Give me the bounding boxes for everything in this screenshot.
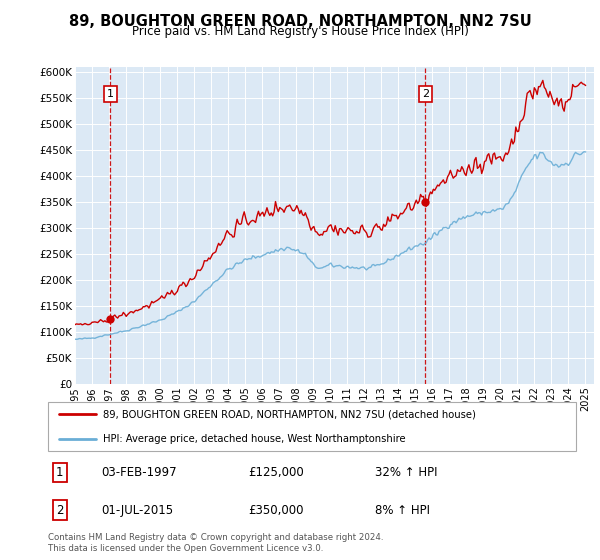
- Text: 8% ↑ HPI: 8% ↑ HPI: [376, 504, 430, 517]
- FancyBboxPatch shape: [48, 402, 576, 451]
- Text: 2: 2: [56, 504, 64, 517]
- Text: Contains HM Land Registry data © Crown copyright and database right 2024.
This d: Contains HM Land Registry data © Crown c…: [48, 533, 383, 553]
- Text: Price paid vs. HM Land Registry's House Price Index (HPI): Price paid vs. HM Land Registry's House …: [131, 25, 469, 38]
- Text: 2: 2: [422, 89, 429, 99]
- Text: 32% ↑ HPI: 32% ↑ HPI: [376, 466, 438, 479]
- Text: 1: 1: [107, 89, 114, 99]
- Text: £125,000: £125,000: [248, 466, 304, 479]
- Text: 03-FEB-1997: 03-FEB-1997: [101, 466, 176, 479]
- Text: 89, BOUGHTON GREEN ROAD, NORTHAMPTON, NN2 7SU: 89, BOUGHTON GREEN ROAD, NORTHAMPTON, NN…: [68, 14, 532, 29]
- Text: 89, BOUGHTON GREEN ROAD, NORTHAMPTON, NN2 7SU (detached house): 89, BOUGHTON GREEN ROAD, NORTHAMPTON, NN…: [103, 409, 476, 419]
- Text: £350,000: £350,000: [248, 504, 304, 517]
- Text: 1: 1: [56, 466, 64, 479]
- Text: HPI: Average price, detached house, West Northamptonshire: HPI: Average price, detached house, West…: [103, 434, 406, 444]
- Text: 01-JUL-2015: 01-JUL-2015: [101, 504, 173, 517]
